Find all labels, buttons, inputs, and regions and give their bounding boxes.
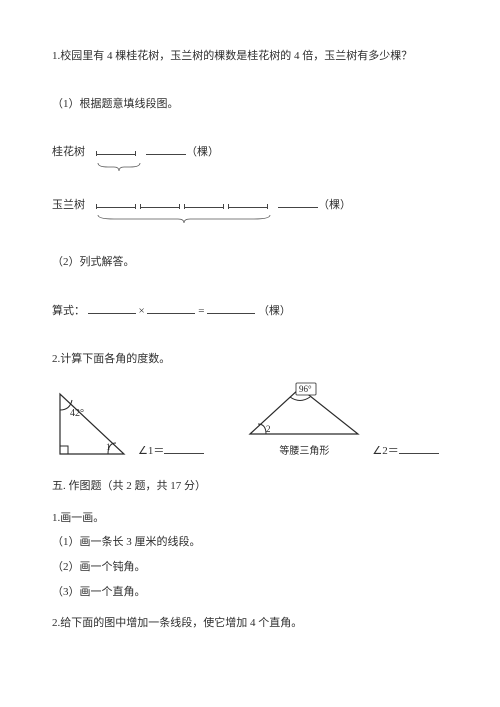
q2-tri2-caption: 等腰三角形 bbox=[279, 444, 329, 460]
q5-1-item3: （3）画一个直角。 bbox=[52, 584, 448, 602]
q2-tri1-base-label: 1 bbox=[106, 442, 111, 452]
q5-1-title: 画一画。 bbox=[60, 512, 104, 524]
q2-tri1-apex-angle: 42° bbox=[70, 408, 84, 419]
q1-tree2-diagram: 玉兰树 （棵） bbox=[52, 196, 448, 225]
q2-tri2-base-label: 2 bbox=[266, 424, 271, 434]
q1-formula-blank3[interactable] bbox=[207, 302, 255, 314]
q1-eq: = bbox=[198, 305, 204, 317]
q5-1-number: 1. bbox=[52, 512, 60, 524]
q1-tree1-unit: （棵） bbox=[186, 146, 219, 158]
q1-formula-unit: （棵） bbox=[258, 305, 291, 317]
q2-angle1-prefix: ∠1＝ bbox=[138, 445, 164, 457]
q5-1-item2: （2）画一个钝角。 bbox=[52, 559, 448, 577]
q1-tree2-unit: （棵） bbox=[318, 199, 351, 211]
q1-tree2-segments: （棵） bbox=[96, 196, 351, 215]
q2-angle2-prefix: ∠2＝ bbox=[372, 445, 398, 457]
q2-angle2-blank[interactable] bbox=[399, 442, 439, 454]
q2-text: 计算下面各角的度数。 bbox=[60, 353, 170, 365]
q1-formula-blank1[interactable] bbox=[88, 302, 136, 314]
q1-tree2-fill-blank[interactable] bbox=[278, 196, 318, 208]
q2-number: 2. bbox=[52, 353, 60, 365]
q1-number: 1. bbox=[52, 50, 60, 62]
q1-tree1-segments: （棵） bbox=[96, 143, 219, 162]
q5-2-text: 给下面的图中增加一条线段，使它增加 4 个直角。 bbox=[60, 617, 302, 629]
q1-tree1-label: 桂花树 bbox=[52, 143, 90, 162]
q2-triangle1-wrap: 42° 1 ∠1＝ bbox=[52, 388, 204, 460]
q5-2-stem: 2.给下面的图中增加一条线段，使它增加 4 个直角。 bbox=[52, 615, 448, 633]
q1-tree1-fill-blank[interactable] bbox=[146, 143, 186, 155]
q1-sub2: （2）列式解答。 bbox=[52, 254, 448, 272]
q1-stem: 1.校园里有 4 棵桂花树，玉兰树的棵数是桂花树的 4 倍，玉兰树有多少棵？ bbox=[52, 48, 448, 66]
q1-mult: × bbox=[139, 305, 145, 317]
q1-sub1: （1）根据题意填线段图。 bbox=[52, 96, 448, 114]
q1-formula: 算式： × = （棵） bbox=[52, 302, 448, 321]
q1-tree1-diagram: 桂花树 （棵） bbox=[52, 143, 448, 172]
q5-2-number: 2. bbox=[52, 617, 60, 629]
q1-text: 校园里有 4 棵桂花树，玉兰树的棵数是桂花树的 4 倍，玉兰树有多少棵？ bbox=[60, 50, 412, 62]
q2-diagrams: 42° 1 ∠1＝ 96° 2 等腰三角形 ∠2＝ bbox=[52, 382, 448, 460]
q5-1-item1: （1）画一条长 3 厘米的线段。 bbox=[52, 534, 448, 552]
q2-triangle2-svg: 96° 2 bbox=[244, 382, 364, 442]
section5-heading: 五. 作图题（共 2 题，共 17 分） bbox=[52, 478, 448, 496]
q1-formula-blank2[interactable] bbox=[147, 302, 195, 314]
q2-angle1-blank[interactable] bbox=[164, 442, 204, 454]
q1-tree2-label: 玉兰树 bbox=[52, 196, 90, 215]
q2-triangle2-wrap: 96° 2 等腰三角形 ∠2＝ bbox=[244, 382, 438, 460]
q1-tree1-brace bbox=[96, 162, 142, 172]
q2-tri2-top-angle: 96° bbox=[299, 384, 312, 394]
q1-formula-label: 算式： bbox=[52, 305, 85, 317]
q2-stem: 2.计算下面各角的度数。 bbox=[52, 351, 448, 369]
q1-tree2-brace bbox=[96, 214, 272, 224]
q5-1-stem: 1.画一画。 bbox=[52, 510, 448, 528]
q2-triangle1-svg: 42° 1 bbox=[52, 388, 130, 460]
